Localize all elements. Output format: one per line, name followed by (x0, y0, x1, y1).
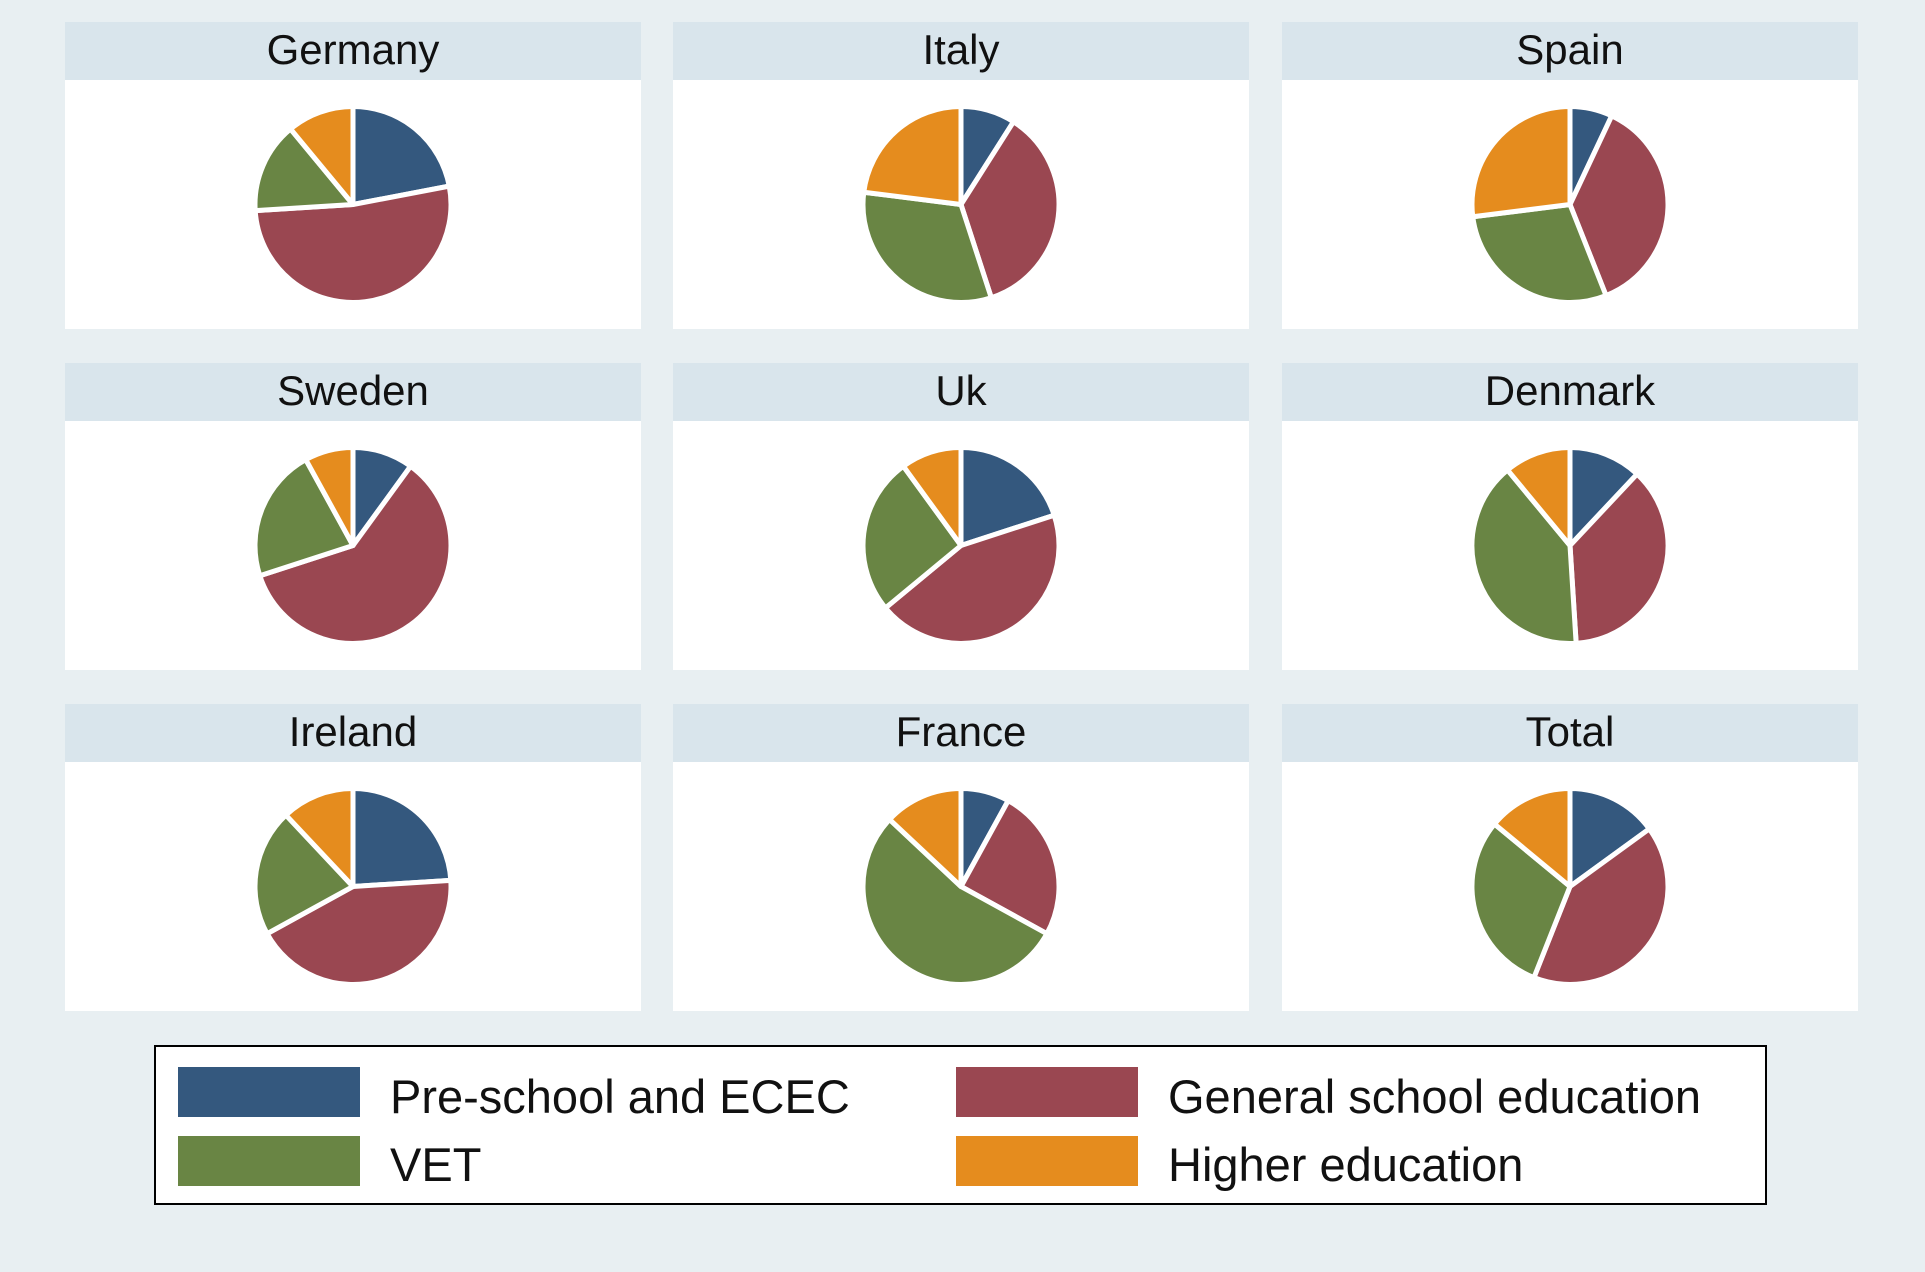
pie-slice-pre-school-and-ecec (350, 104, 452, 207)
pie-slice-general-school-education (958, 798, 1062, 937)
panel-header (65, 704, 641, 762)
panel-title: Italy (922, 26, 999, 73)
pie-panel-total: Total (1282, 704, 1858, 1011)
pie-slice-higher-education (900, 445, 964, 548)
legend-swatch (956, 1136, 1138, 1186)
pie-panel-denmark: Denmark (1282, 363, 1858, 670)
panel-title: Sweden (277, 367, 429, 414)
legend-swatch (956, 1067, 1138, 1117)
pie-slice-vet (1469, 467, 1579, 646)
panel-header (673, 704, 1249, 762)
pie-slice-vet (252, 457, 356, 579)
pie-slice-general-school-education (882, 512, 1062, 646)
pie-panel-italy: Italy (673, 22, 1249, 329)
pie-slice-vet (860, 816, 1050, 987)
legend-label: Pre-school and ECEC (390, 1070, 850, 1123)
pie-panel-spain: Spain (1282, 22, 1858, 329)
pie-slice-higher-education (288, 104, 356, 207)
pie-slice-general-school-education (1567, 113, 1671, 299)
legend: Pre-school and ECEC General school educat… (154, 1045, 1767, 1205)
pie-panel-germany: Germany (65, 22, 641, 329)
panel-header (673, 22, 1249, 80)
pie-slice-general-school-education (958, 119, 1062, 301)
panel-title: Uk (935, 367, 987, 414)
legend-item-general-school-education: General school education (956, 1067, 1701, 1123)
pie-panel-sweden: Sweden (65, 363, 641, 670)
pie-slice-higher-education (1469, 104, 1573, 220)
pie-slice-higher-education (887, 786, 964, 889)
panels: Germany Italy Spain Sweden Uk Denmark Ireland F… (65, 22, 1858, 1011)
legend-label: General school education (1168, 1070, 1701, 1123)
legend-item-vet: VET (178, 1136, 481, 1191)
pie-slice-higher-education (303, 445, 356, 548)
pie-panel-ireland: Ireland (65, 704, 641, 1011)
pie-panel-france: France (673, 704, 1249, 1011)
legend-label: VET (390, 1138, 481, 1191)
legend-swatch (178, 1067, 360, 1117)
pie-slice-general-school-education (252, 183, 454, 306)
legend-item-pre-school-and-ecec: Pre-school and ECEC (178, 1067, 850, 1123)
pie-slice-higher-education (1491, 786, 1573, 889)
pie-slice-pre-school-and-ecec (1567, 786, 1652, 889)
panel-title: France (896, 708, 1027, 755)
panel-title: Spain (1516, 26, 1623, 73)
pie-slice-vet (252, 812, 356, 937)
panel-header (1282, 363, 1858, 421)
legend-swatch (178, 1136, 360, 1186)
pie-slice-higher-education (283, 786, 356, 889)
panel-title: Denmark (1485, 367, 1656, 414)
pie-slice-general-school-education (1531, 826, 1671, 987)
pie-slice-pre-school-and-ecec (350, 786, 454, 889)
pie-slice-vet (252, 126, 356, 214)
pie-slice-general-school-education (1567, 471, 1671, 646)
pie-slice-general-school-education (264, 877, 454, 988)
panel-header (65, 363, 641, 421)
panel-header (673, 363, 1249, 421)
panel-title: Ireland (289, 708, 417, 755)
pie-slice-vet (1470, 202, 1609, 305)
panel-title: Germany (267, 26, 440, 73)
pie-slice-vet (860, 189, 994, 305)
panel-header (1282, 704, 1858, 762)
legend-label: Higher education (1168, 1138, 1523, 1191)
pie-slice-vet (1469, 821, 1573, 981)
panel-header (1282, 22, 1858, 80)
pie-slice-higher-education (1505, 445, 1573, 548)
pie-slice-general-school-education (257, 463, 454, 647)
pie-panel-uk: Uk (673, 363, 1249, 670)
panel-header (65, 22, 641, 80)
panel-title: Total (1526, 708, 1615, 755)
legend-item-higher-education: Higher education (956, 1136, 1523, 1191)
pie-slice-higher-education (861, 104, 964, 207)
pie-slice-vet (860, 463, 964, 611)
